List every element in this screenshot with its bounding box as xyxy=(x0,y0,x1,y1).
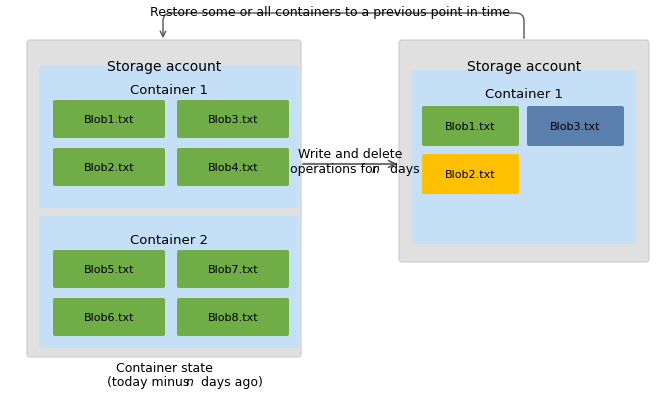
Text: Restore some or all containers to a previous point in time: Restore some or all containers to a prev… xyxy=(150,6,509,19)
FancyBboxPatch shape xyxy=(53,149,165,186)
Text: Blob6.txt: Blob6.txt xyxy=(84,312,134,322)
Text: days: days xyxy=(386,162,420,176)
Text: Container state: Container state xyxy=(115,361,212,374)
FancyBboxPatch shape xyxy=(53,298,165,336)
FancyBboxPatch shape xyxy=(39,217,299,348)
FancyBboxPatch shape xyxy=(53,101,165,139)
Text: (today minus: (today minus xyxy=(107,375,193,388)
Text: Storage account: Storage account xyxy=(467,60,581,74)
FancyBboxPatch shape xyxy=(177,250,289,288)
FancyBboxPatch shape xyxy=(399,41,649,262)
Text: Blob1.txt: Blob1.txt xyxy=(445,122,496,132)
Text: Container 2: Container 2 xyxy=(130,233,208,246)
Text: n: n xyxy=(185,375,193,388)
FancyBboxPatch shape xyxy=(27,41,301,357)
FancyBboxPatch shape xyxy=(177,298,289,336)
Text: Blob2.txt: Blob2.txt xyxy=(445,170,496,180)
Text: Blob7.txt: Blob7.txt xyxy=(208,264,258,274)
FancyArrowPatch shape xyxy=(160,14,524,39)
FancyBboxPatch shape xyxy=(527,107,624,147)
FancyBboxPatch shape xyxy=(177,149,289,186)
Text: n: n xyxy=(372,162,380,176)
Text: Storage account: Storage account xyxy=(107,60,221,74)
Text: Blob2.txt: Blob2.txt xyxy=(84,162,134,172)
FancyBboxPatch shape xyxy=(422,107,519,147)
Text: Blob3.txt: Blob3.txt xyxy=(208,115,258,125)
Text: operations for: operations for xyxy=(290,162,382,176)
Text: days ago): days ago) xyxy=(197,375,263,388)
FancyBboxPatch shape xyxy=(422,155,519,194)
Text: Blob8.txt: Blob8.txt xyxy=(208,312,258,322)
Text: Blob4.txt: Blob4.txt xyxy=(208,162,258,172)
Text: Blob3.txt: Blob3.txt xyxy=(550,122,601,132)
Text: Blob5.txt: Blob5.txt xyxy=(84,264,134,274)
Text: Write and delete: Write and delete xyxy=(298,148,402,160)
Text: Container 1: Container 1 xyxy=(485,88,563,101)
FancyBboxPatch shape xyxy=(412,71,636,244)
FancyBboxPatch shape xyxy=(53,250,165,288)
FancyBboxPatch shape xyxy=(39,67,299,209)
FancyBboxPatch shape xyxy=(177,101,289,139)
Text: Blob1.txt: Blob1.txt xyxy=(84,115,134,125)
Text: Container 1: Container 1 xyxy=(130,84,208,97)
